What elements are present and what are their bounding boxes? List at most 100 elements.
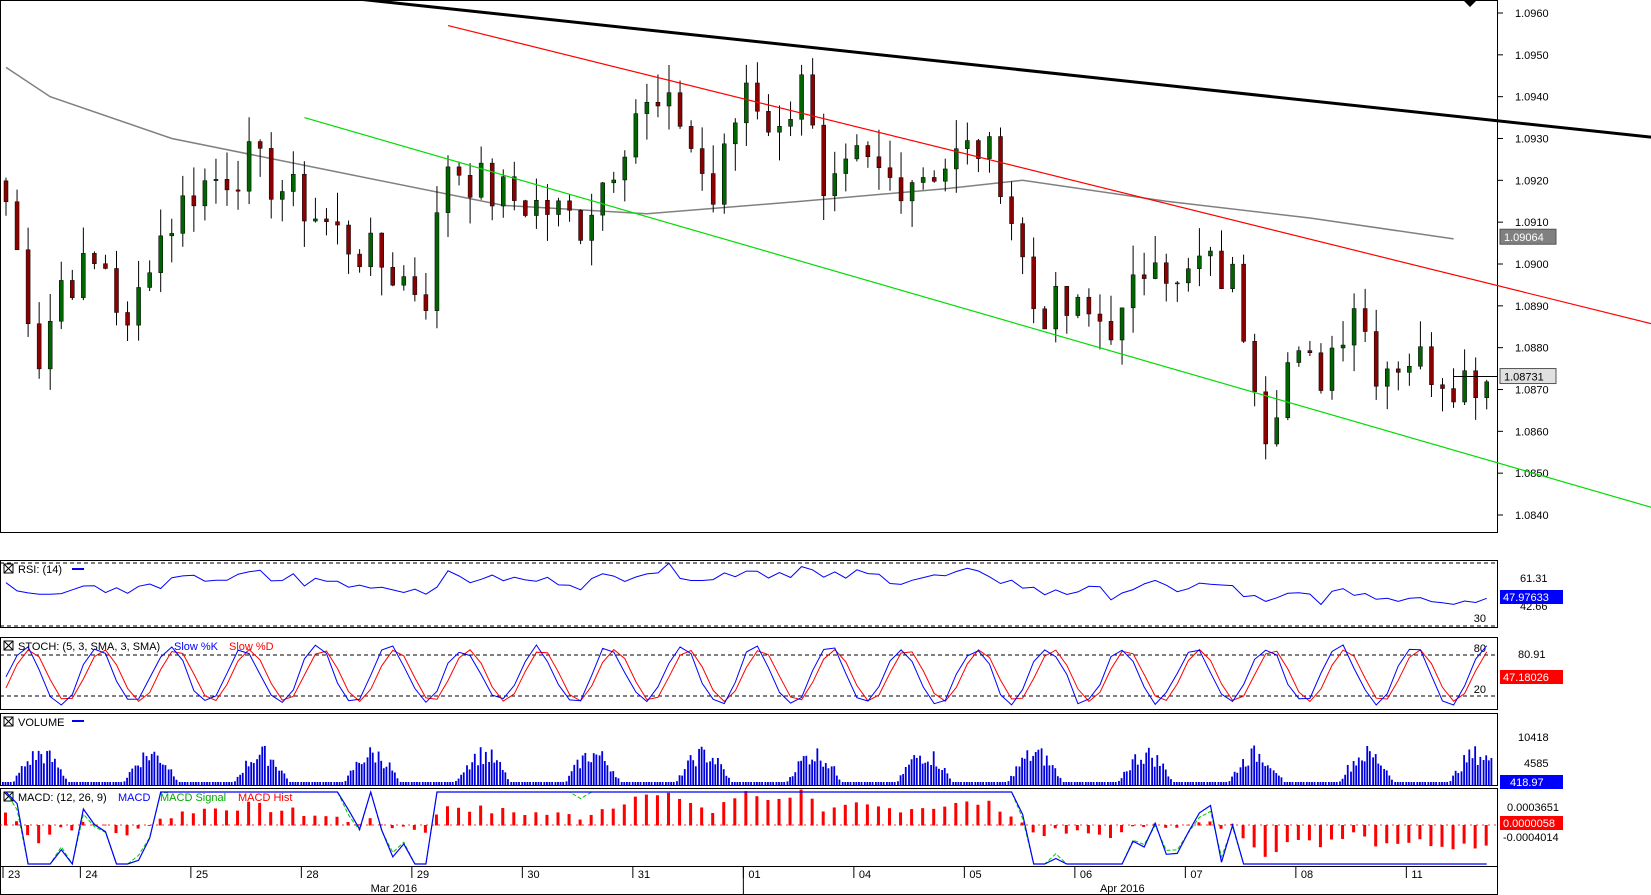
volume-bar [1465, 762, 1468, 785]
candle-body [600, 182, 605, 216]
volume-bar [1419, 782, 1421, 785]
macd-hist-bar [1230, 823, 1234, 826]
volume-bar [239, 774, 242, 785]
volume-bar [402, 782, 405, 785]
volume-bar [1322, 782, 1324, 785]
volume-bar [717, 757, 719, 785]
candle-body [1020, 223, 1025, 258]
macd-hist-bar [655, 795, 659, 826]
volume-bar [484, 751, 487, 785]
macd-badge-text: 0.0000058 [1503, 818, 1555, 830]
volume-bar [1266, 765, 1269, 785]
volume-bar [1195, 782, 1198, 785]
volume-bar [783, 782, 786, 785]
macd-level-label-2: -0.0004014 [1503, 832, 1559, 844]
candle-body [401, 276, 407, 286]
volume-bar [13, 781, 15, 785]
volume-bar [1192, 782, 1194, 785]
volume-bar [794, 772, 797, 785]
candle-body [467, 175, 473, 198]
volume-bar [512, 782, 515, 785]
macd-close-icon[interactable] [3, 791, 14, 802]
macd-hist-bar [1462, 825, 1466, 844]
volume-bar [990, 782, 993, 785]
volume-bar [479, 747, 482, 785]
candle-body [202, 180, 208, 207]
date-tick-label: 08 [1301, 869, 1313, 881]
candle-body [246, 141, 252, 192]
volume-bar [952, 782, 955, 785]
macd-hist-bar [291, 807, 295, 826]
volume-bar [1118, 780, 1120, 785]
volume-bar [614, 777, 617, 785]
volume-bar [930, 764, 932, 785]
macd-hist-bar [888, 808, 891, 826]
rsi-close-icon[interactable] [3, 563, 14, 574]
volume-bar [813, 761, 816, 785]
candle-body [943, 168, 948, 182]
volume-bar [106, 782, 109, 785]
volume-bar [880, 782, 882, 785]
candle-body [313, 218, 318, 222]
volume-bar [234, 781, 236, 785]
volume-bar [360, 764, 363, 785]
volume-bar [504, 772, 507, 785]
stoch-close-icon[interactable] [3, 640, 14, 651]
macd-hist-bar [1120, 825, 1124, 833]
volume-bar [769, 782, 772, 785]
macd-hist-bar [689, 802, 693, 826]
candle-body [987, 136, 992, 159]
volume-bar [827, 768, 830, 785]
volume-bar [1101, 782, 1103, 785]
volume-bar [576, 759, 579, 785]
volume-bar [1311, 782, 1313, 785]
macd-hist-bar [1053, 825, 1057, 829]
macd-hist-bar [1241, 825, 1245, 839]
date-tick-label: 24 [85, 869, 97, 881]
volume-close-icon[interactable] [3, 716, 14, 727]
volume-bar [816, 748, 819, 785]
macd-hist-bar [876, 806, 880, 826]
macd-hist-bar [1396, 825, 1400, 844]
volume-bar [819, 760, 822, 785]
volume-bar [1056, 776, 1059, 785]
macd-hist-bar [423, 825, 427, 833]
macd-hist-bar [600, 809, 604, 826]
candle-body [898, 177, 904, 202]
volume-bar [1396, 782, 1399, 785]
volume-bar [1394, 782, 1397, 785]
volume-bar [720, 764, 723, 785]
volume-bar [1430, 782, 1432, 785]
volume-bar [562, 782, 565, 785]
volume-bar [515, 782, 518, 785]
scroll-marker-icon[interactable] [1463, 0, 1477, 7]
volume-bar [1068, 782, 1070, 785]
macd-title: MACD: (12, 26, 9) [18, 792, 107, 804]
volume-bar [1225, 782, 1228, 785]
volume-bar [112, 782, 115, 785]
volume-bar [24, 766, 26, 785]
macd-hist-bar [523, 815, 527, 826]
volume-bar [1211, 782, 1214, 785]
candle-body [1064, 285, 1070, 316]
volume-bar [1051, 765, 1054, 785]
candle-body [865, 145, 871, 158]
volume-bar [620, 782, 623, 785]
volume-bar [1129, 770, 1131, 785]
macd-hist-bar [1429, 825, 1433, 847]
volume-bar [1366, 745, 1369, 785]
volume-bar [175, 779, 178, 785]
volume-bar [300, 782, 303, 785]
volume-bar [1220, 782, 1222, 785]
volume-bar [858, 782, 860, 785]
volume-bar [1136, 764, 1139, 785]
volume-bar [999, 782, 1001, 785]
candle-body [379, 232, 384, 268]
volume-bar [150, 753, 153, 785]
candle-body [390, 267, 395, 286]
volume-bar [977, 782, 979, 785]
volume-bar [877, 782, 880, 785]
candle-body [224, 179, 230, 191]
candle-body [777, 126, 782, 133]
